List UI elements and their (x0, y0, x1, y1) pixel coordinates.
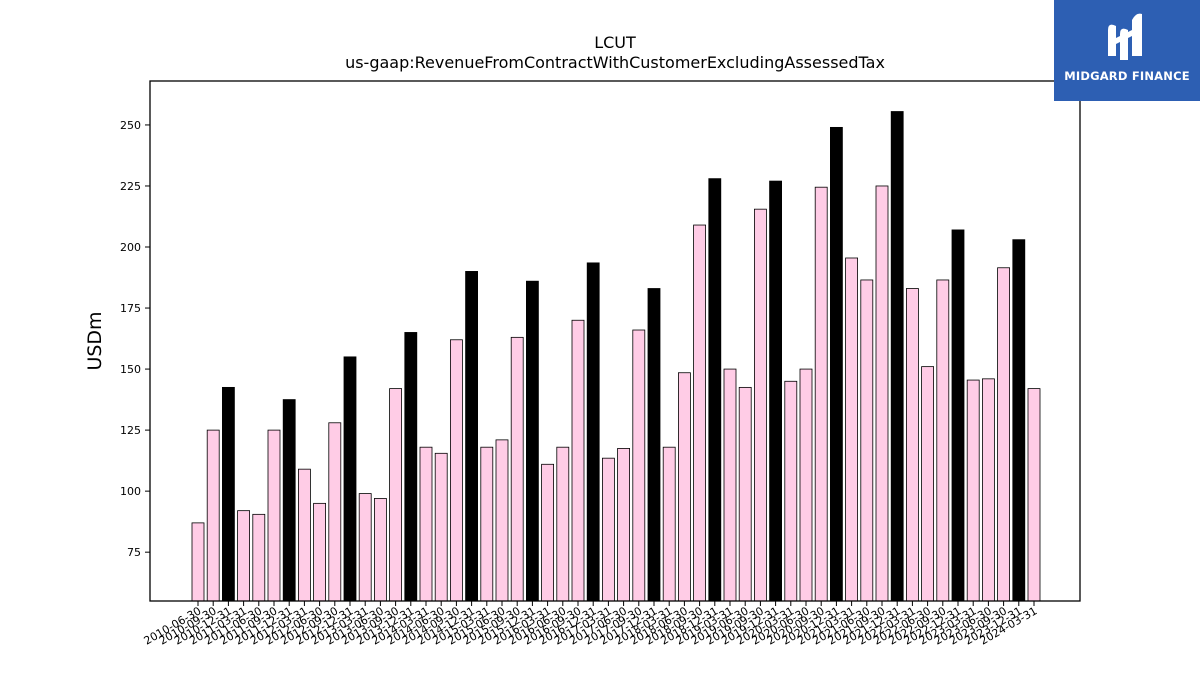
bar-2023-09-30 (997, 267, 1010, 602)
bar-2020-09-30 (814, 186, 828, 602)
y-tick-label: 250 (120, 119, 141, 132)
bar-2021-12-31 (890, 111, 904, 602)
bar-2024-03-31 (1027, 388, 1041, 602)
bar-2013-03-31 (358, 493, 372, 602)
bar-2016-03-31 (541, 463, 554, 602)
bar-2022-03-31 (906, 288, 919, 602)
bar-2023-12-31 (1012, 239, 1026, 602)
chart-title: LCUT (594, 33, 636, 52)
bar-2018-06-30 (678, 372, 691, 602)
bar-2016-06-30 (556, 446, 570, 602)
y-tick-label: 100 (120, 485, 141, 498)
bar-2015-12-31 (526, 280, 539, 602)
y-axis-label: USDm (84, 311, 106, 370)
bar-2018-12-31 (708, 178, 722, 602)
y-tick-label: 125 (120, 424, 141, 437)
bar-2015-09-30 (510, 336, 524, 602)
bar-2014-03-31 (419, 446, 433, 602)
bar-2013-12-31 (404, 332, 418, 602)
bar-2011-06-30 (252, 513, 266, 602)
bar-2014-06-30 (434, 452, 448, 602)
bar-2022-09-30 (936, 279, 950, 602)
bar-2010-12-31 (221, 386, 235, 602)
bar-2013-06-30 (373, 498, 387, 602)
bar-2017-06-30 (617, 448, 630, 602)
bar-2015-06-30 (495, 439, 509, 602)
y-tick-label: 175 (120, 302, 141, 315)
bar-2017-12-31 (647, 288, 661, 602)
bar-2018-03-31 (662, 446, 676, 602)
bar-2015-03-31 (480, 446, 494, 602)
bar-2016-09-30 (571, 319, 585, 602)
y-tick-label: 150 (120, 363, 141, 376)
bar-2011-09-30 (267, 429, 281, 602)
bar-2011-03-31 (237, 510, 251, 602)
y-tick-label: 75 (127, 546, 141, 559)
bar-2023-03-31 (966, 379, 980, 602)
bar-2019-12-31 (769, 180, 782, 602)
brand-name: MIDGARD FINANCE (1064, 69, 1190, 83)
bar-2023-06-30 (982, 378, 995, 602)
bar-2017-09-30 (632, 329, 646, 602)
bar-2010-06-30 (191, 522, 205, 602)
bar-2021-03-31 (845, 257, 858, 602)
midgard-finance-logo: MIDGARD FINANCE (1054, 0, 1200, 101)
y-tick-label: 225 (120, 180, 141, 193)
bar-2021-06-30 (860, 279, 874, 602)
bar-2019-09-30 (754, 208, 767, 602)
bar-2019-03-31 (723, 368, 737, 602)
bar-2022-06-30 (921, 366, 934, 602)
bar-2014-09-30 (449, 339, 463, 602)
bar-2012-12-31 (343, 356, 357, 602)
bar-2021-09-30 (875, 185, 889, 602)
x-axis-ticks: 2010-06-302010-09-302010-12-312011-03-31… (142, 601, 1040, 648)
bar-2014-12-31 (465, 271, 479, 602)
bar-2013-09-30 (389, 388, 403, 602)
midgard-logo-mark-icon (1108, 13, 1142, 60)
bar-series (191, 111, 1041, 602)
bar-2010-09-30 (206, 429, 220, 602)
bar-2017-03-31 (602, 457, 615, 602)
bar-2018-09-30 (693, 224, 706, 602)
y-axis-ticks: 75 100 125 150 175 200 225 250 (120, 119, 150, 559)
bar-2019-06-30 (738, 386, 752, 602)
bar-2012-03-31 (297, 468, 311, 602)
bar-2020-03-31 (784, 380, 798, 602)
bar-2012-06-30 (313, 502, 327, 602)
chart-subtitle: us-gaap:RevenueFromContractWithCustomerE… (345, 53, 885, 72)
plot-frame (149, 80, 1081, 602)
bar-2012-09-30 (328, 422, 342, 602)
bar-2011-12-31 (282, 399, 296, 602)
bar-2022-12-31 (951, 229, 965, 602)
bar-2020-12-31 (830, 126, 843, 602)
bar-2020-06-30 (799, 368, 813, 602)
y-tick-label: 200 (120, 241, 141, 254)
bar-2016-12-31 (586, 262, 600, 602)
